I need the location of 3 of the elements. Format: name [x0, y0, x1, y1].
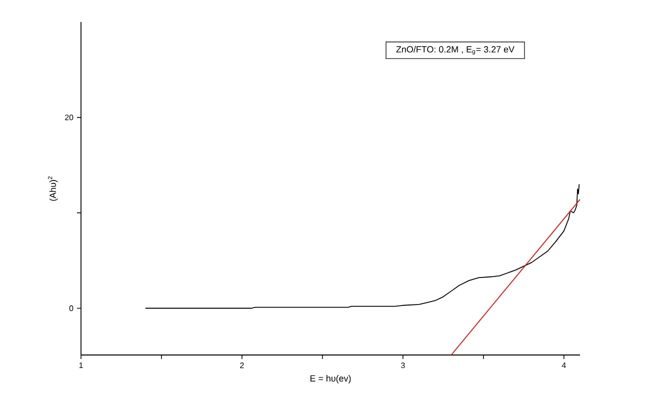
annotation: ZnO/FTO: 0.2M , E$_{g}$= 3.27 eV: [396, 46, 514, 55]
x-axis-title: E = hυ(ev): [310, 374, 351, 384]
y-axis-title: (Ahυ)$^{2}$: [48, 176, 58, 201]
